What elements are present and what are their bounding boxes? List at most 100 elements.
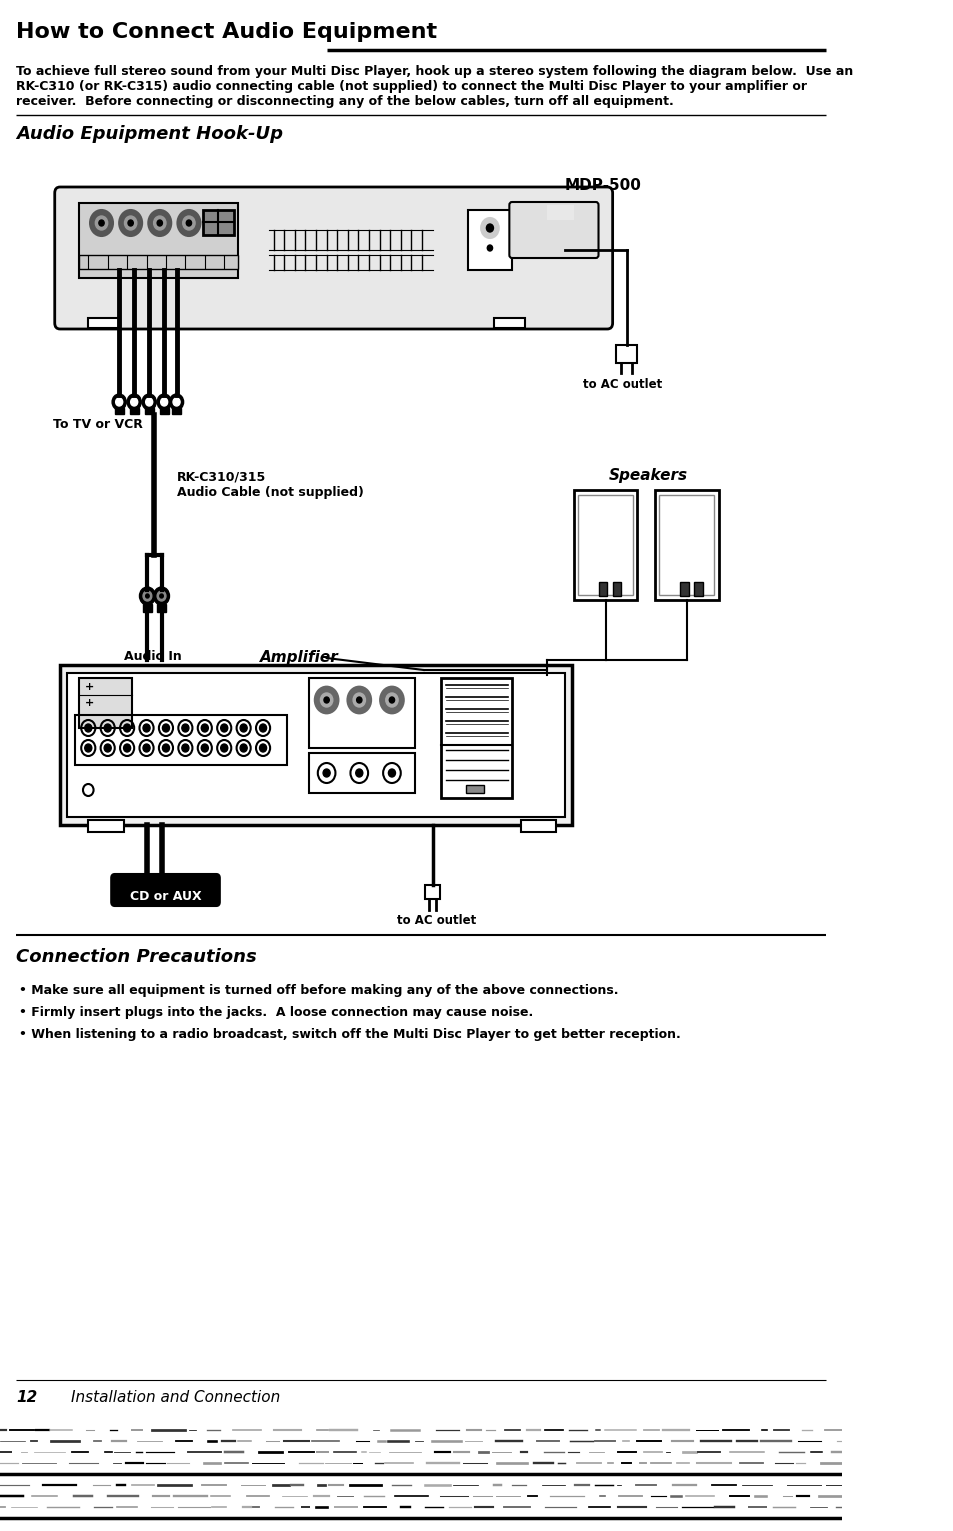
- Bar: [157, 605, 166, 612]
- Circle shape: [388, 769, 395, 778]
- Text: Speakers: Speakers: [608, 468, 687, 482]
- Circle shape: [170, 393, 183, 410]
- Circle shape: [143, 744, 150, 752]
- Circle shape: [356, 697, 361, 703]
- Bar: [547, 205, 573, 220]
- Circle shape: [119, 210, 142, 236]
- Bar: [520, 821, 556, 831]
- Text: Installation and Connection: Installation and Connection: [71, 1390, 279, 1405]
- Circle shape: [157, 591, 166, 602]
- Text: +: +: [85, 681, 94, 692]
- FancyBboxPatch shape: [509, 202, 598, 259]
- Circle shape: [220, 724, 228, 732]
- Bar: [309, 753, 415, 793]
- Circle shape: [124, 216, 136, 230]
- Bar: [693, 582, 702, 596]
- Text: Audio In: Audio In: [124, 651, 181, 663]
- Text: Audio Cable (not supplied): Audio Cable (not supplied): [176, 485, 363, 499]
- Text: To TV or VCR: To TV or VCR: [53, 418, 143, 432]
- Bar: [467, 210, 512, 269]
- Circle shape: [159, 594, 163, 599]
- Circle shape: [182, 724, 189, 732]
- Text: CD or AUX: CD or AUX: [130, 890, 201, 903]
- Bar: [89, 821, 124, 831]
- Text: • Make sure all equipment is turned off before making any of the above connectio: • Make sure all equipment is turned off …: [19, 984, 618, 997]
- Circle shape: [153, 216, 166, 230]
- Circle shape: [153, 586, 170, 605]
- Circle shape: [314, 687, 337, 713]
- Bar: [598, 582, 607, 596]
- Circle shape: [183, 216, 194, 230]
- Circle shape: [259, 744, 266, 752]
- Text: How to Connect Audio Equipment: How to Connect Audio Equipment: [16, 21, 436, 41]
- Circle shape: [143, 724, 150, 732]
- Circle shape: [139, 586, 155, 605]
- Bar: [466, 785, 483, 793]
- Bar: [425, 885, 439, 899]
- Text: • Firmly insert plugs into the jacks.  A loose connection may cause noise.: • Firmly insert plugs into the jacks. A …: [19, 1006, 533, 1020]
- Bar: [659, 495, 714, 596]
- Circle shape: [146, 398, 152, 406]
- Circle shape: [162, 724, 170, 732]
- Circle shape: [348, 687, 371, 713]
- Text: • When listening to a radio broadcast, switch off the Multi Disc Player to get b: • When listening to a radio broadcast, s…: [19, 1027, 680, 1041]
- Text: 12: 12: [16, 1390, 37, 1405]
- Bar: [172, 407, 181, 413]
- Text: To achieve full stereo sound from your Multi Disc Player, hook up a stereo syste: To achieve full stereo sound from your M…: [16, 64, 852, 78]
- Text: MDP-500: MDP-500: [564, 178, 641, 193]
- Bar: [494, 318, 525, 328]
- Text: RK-C310/315: RK-C310/315: [176, 470, 266, 482]
- Circle shape: [353, 694, 365, 707]
- Circle shape: [259, 724, 266, 732]
- Bar: [114, 407, 124, 413]
- Circle shape: [186, 220, 192, 227]
- Circle shape: [172, 398, 180, 406]
- Circle shape: [182, 744, 189, 752]
- Circle shape: [99, 220, 104, 227]
- Circle shape: [389, 697, 395, 703]
- Circle shape: [162, 744, 170, 752]
- Bar: [309, 678, 415, 749]
- Circle shape: [115, 398, 123, 406]
- Circle shape: [157, 220, 162, 227]
- Bar: [145, 407, 153, 413]
- Circle shape: [142, 393, 156, 410]
- Circle shape: [487, 245, 492, 251]
- Bar: [130, 407, 138, 413]
- Circle shape: [128, 220, 133, 227]
- Text: Audio Epuipment Hook-Up: Audio Epuipment Hook-Up: [16, 126, 283, 142]
- Bar: [60, 664, 572, 825]
- Circle shape: [324, 697, 329, 703]
- Text: RK-C310 (or RK-C315) audio connecting cable (not supplied) to connect the Multi : RK-C310 (or RK-C315) audio connecting ca…: [16, 80, 806, 93]
- Circle shape: [104, 744, 112, 752]
- Text: +: +: [85, 698, 94, 707]
- Bar: [578, 495, 632, 596]
- Circle shape: [148, 210, 172, 236]
- Bar: [67, 674, 564, 818]
- Circle shape: [143, 591, 152, 602]
- Text: to AC outlet: to AC outlet: [396, 914, 476, 926]
- Text: receiver.  Before connecting or disconnecting any of the below cables, turn off : receiver. Before connecting or disconnec…: [16, 95, 673, 109]
- Circle shape: [112, 393, 126, 410]
- Bar: [75, 715, 287, 766]
- Circle shape: [157, 393, 172, 410]
- Circle shape: [146, 594, 149, 599]
- Bar: [441, 678, 512, 798]
- Circle shape: [85, 744, 91, 752]
- FancyBboxPatch shape: [54, 187, 612, 329]
- FancyBboxPatch shape: [112, 874, 219, 906]
- Circle shape: [220, 744, 228, 752]
- Bar: [203, 210, 233, 234]
- Circle shape: [131, 398, 137, 406]
- Bar: [79, 256, 238, 269]
- Circle shape: [480, 217, 498, 237]
- Circle shape: [240, 724, 247, 732]
- Circle shape: [380, 687, 403, 713]
- Circle shape: [323, 769, 330, 778]
- Circle shape: [355, 769, 362, 778]
- Circle shape: [240, 744, 247, 752]
- Circle shape: [90, 210, 112, 236]
- Circle shape: [385, 694, 397, 707]
- Circle shape: [160, 398, 168, 406]
- Bar: [573, 490, 637, 600]
